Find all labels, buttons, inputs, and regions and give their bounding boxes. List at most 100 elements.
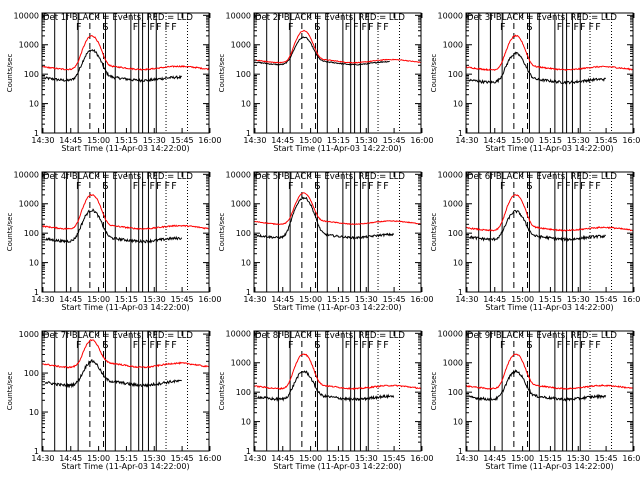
panel-det-1f: 1 10 100 1000 10000 14:30 14:45 15:00 15:15 15:30… bbox=[6, 11, 221, 153]
series-events-line bbox=[468, 209, 606, 243]
x-tick-label: 14:45 bbox=[59, 454, 82, 463]
series-events-line bbox=[256, 370, 395, 403]
x-tick-label: 15:30 bbox=[355, 295, 378, 304]
interval-marker-letter: F bbox=[171, 22, 176, 33]
x-axis-label: Start Time (11-Apr-03 14:22:00) bbox=[61, 144, 189, 153]
interval-marker-letter: F bbox=[361, 22, 366, 33]
y-axis-label: Counts/sec bbox=[6, 372, 14, 411]
y-tick-label: 100 bbox=[448, 388, 463, 397]
y-tick-label: 100 bbox=[236, 70, 251, 79]
series-lld-line bbox=[254, 353, 421, 391]
interval-marker-letter: F bbox=[368, 22, 373, 33]
plot-frame bbox=[465, 330, 634, 452]
interval-marker-letter: F bbox=[595, 181, 600, 192]
interval-marker-letter: F bbox=[133, 181, 138, 192]
interval-marker-letter: F bbox=[580, 181, 585, 192]
panel-title: Det 3f BLACK = Events, RED = LLD bbox=[467, 13, 617, 23]
interval-marker-letter: F bbox=[377, 22, 382, 33]
interval-marker-letter: S bbox=[526, 181, 532, 192]
interval-marker-letter: S bbox=[102, 340, 108, 351]
x-axis-label: Start Time (11-Apr-03 14:22:00) bbox=[485, 462, 613, 471]
panel-title: Det 2f BLACK = Events, RED = LLD bbox=[255, 13, 405, 23]
y-tick-label: 10 bbox=[453, 100, 463, 109]
y-tick-label: 10000 bbox=[226, 170, 251, 179]
x-tick-label: 15:30 bbox=[567, 454, 590, 463]
interval-marker-letter: F bbox=[557, 340, 562, 351]
plot-frame bbox=[465, 12, 634, 134]
series-lld-line bbox=[254, 192, 421, 226]
series-events-line bbox=[44, 208, 183, 244]
interval-marker-letter: F bbox=[565, 340, 570, 351]
x-axis-label: Start Time (11-Apr-03 14:22:00) bbox=[273, 462, 401, 471]
interval-marker-letter: F bbox=[288, 340, 293, 351]
x-tick-label: 15:00 bbox=[299, 454, 322, 463]
interval-marker-letter: F bbox=[165, 22, 170, 33]
panel-det-6f: 1 10 100 1000 10000 14:30 14:45 15:00 15:15 15:30… bbox=[430, 170, 640, 312]
interval-marker-letter: F bbox=[165, 340, 170, 351]
interval-marker-letter: F bbox=[141, 181, 146, 192]
y-tick-label: 1 bbox=[246, 288, 251, 297]
interval-marker-letter: F bbox=[353, 340, 358, 351]
x-tick-label: 15:15 bbox=[327, 295, 350, 304]
y-tick-label: 10000 bbox=[438, 11, 463, 20]
interval-marker-letter: F bbox=[589, 181, 594, 192]
interval-marker-letter: F bbox=[589, 22, 594, 33]
y-tick-label: 1000 bbox=[443, 359, 463, 368]
interval-marker-letter: F bbox=[580, 22, 585, 33]
x-tick-label: 15:45 bbox=[595, 454, 618, 463]
x-axis-label: Start Time (11-Apr-03 14:22:00) bbox=[61, 462, 189, 471]
x-tick-label: 15:30 bbox=[567, 295, 590, 304]
plot-frame bbox=[253, 12, 422, 134]
panel-title: Det 9f BLACK = Events, RED = LLD bbox=[467, 331, 617, 341]
x-tick-label: 14:45 bbox=[483, 295, 506, 304]
x-tick-label: 15:15 bbox=[539, 136, 562, 145]
interval-marker-letter: F bbox=[149, 22, 154, 33]
y-tick-label: 10 bbox=[453, 418, 463, 427]
x-tick-label: 14:30 bbox=[455, 454, 478, 463]
series-lld-line bbox=[466, 194, 633, 232]
series-events-line bbox=[468, 369, 607, 402]
y-tick-label: 10 bbox=[241, 418, 251, 427]
x-tick-label: 15:00 bbox=[511, 454, 534, 463]
interval-marker-letter: F bbox=[377, 181, 382, 192]
x-tick-label: 15:15 bbox=[115, 295, 138, 304]
x-tick-label: 14:30 bbox=[31, 454, 54, 463]
x-tick-label: 14:30 bbox=[243, 454, 266, 463]
panel-det-4f: 1 10 100 1000 10000 14:30 14:45 15:00 15:15 15:30… bbox=[6, 170, 221, 312]
x-tick-label: 14:45 bbox=[271, 136, 294, 145]
interval-marker-letter: F bbox=[589, 340, 594, 351]
interval-marker-letter: F bbox=[377, 340, 382, 351]
x-tick-label: 15:15 bbox=[539, 454, 562, 463]
x-tick-label: 15:00 bbox=[87, 295, 110, 304]
interval-marker-letter: F bbox=[149, 181, 154, 192]
y-axis-label: Counts/sec bbox=[430, 213, 438, 252]
panel-title: Det 5f BLACK = Events, RED = LLD bbox=[255, 172, 405, 182]
y-tick-label: 10 bbox=[29, 408, 39, 417]
interval-marker-letter: F bbox=[368, 340, 373, 351]
interval-marker-letter: F bbox=[345, 181, 350, 192]
plot-frame bbox=[41, 171, 210, 293]
y-tick-label: 1000 bbox=[19, 330, 39, 339]
x-tick-label: 14:45 bbox=[59, 136, 82, 145]
panel-title: Det 1f BLACK = Events, RED = LLD bbox=[43, 13, 193, 23]
x-tick-label: 15:45 bbox=[595, 295, 618, 304]
y-axis-label: Counts/sec bbox=[430, 372, 438, 411]
x-tick-label: 15:30 bbox=[143, 454, 166, 463]
y-axis-label: Counts/sec bbox=[218, 213, 226, 252]
x-tick-label: 15:15 bbox=[539, 295, 562, 304]
y-tick-label: 1 bbox=[34, 447, 39, 456]
x-tick-label: 15:15 bbox=[327, 136, 350, 145]
interval-marker-letter: F bbox=[353, 22, 358, 33]
x-tick-label: 15:00 bbox=[299, 295, 322, 304]
y-tick-label: 10 bbox=[453, 259, 463, 268]
x-tick-label: 15:30 bbox=[143, 295, 166, 304]
y-tick-label: 100 bbox=[24, 70, 39, 79]
x-tick-label: 16:00 bbox=[622, 295, 640, 304]
interval-marker-letter: F bbox=[500, 22, 505, 33]
y-tick-label: 1000 bbox=[19, 41, 39, 50]
x-tick-label: 15:45 bbox=[171, 454, 194, 463]
interval-marker-letter: F bbox=[500, 181, 505, 192]
y-tick-label: 1000 bbox=[443, 200, 463, 209]
interval-marker-letter: F bbox=[133, 22, 138, 33]
plot-frame bbox=[465, 171, 634, 293]
